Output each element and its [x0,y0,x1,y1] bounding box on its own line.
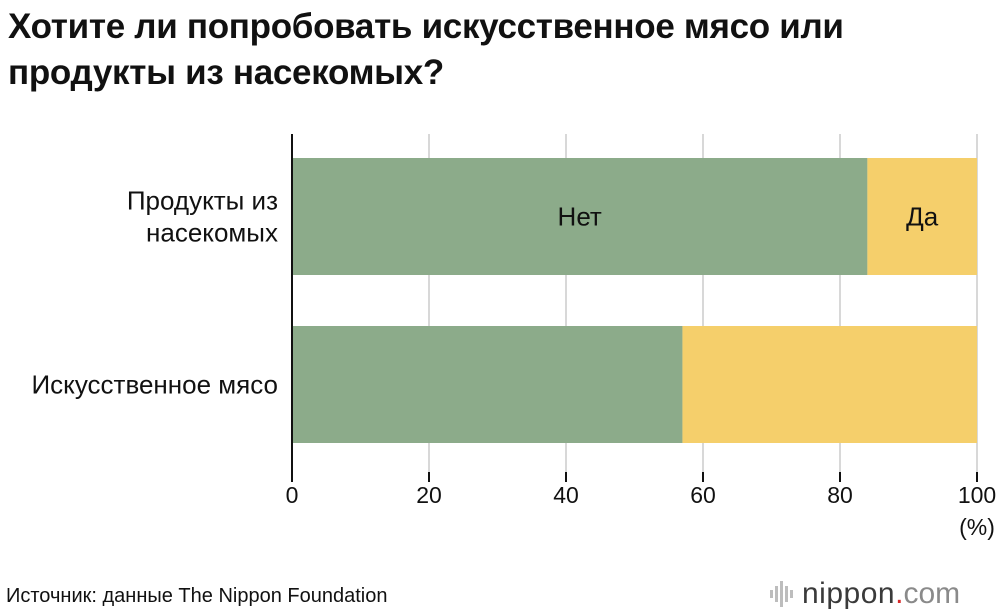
tick-label-40: 40 [553,482,579,508]
x-unit-label: (%) [959,514,995,540]
bar-2-2 [682,326,977,443]
tick-label-0: 0 [286,482,299,508]
tick-label-100: 100 [958,482,996,508]
source-note: Источник: данные The Nippon Foundation [6,585,388,607]
tick-label-60: 60 [690,482,716,508]
category-label-1-line-1: Продукты из [127,186,278,216]
waveform-icon [770,581,793,607]
bars: Нет Да [292,158,977,443]
series-label-1: Нет [558,202,602,232]
x-axis: 0 20 40 60 80 100 (%) [286,134,996,540]
tick-label-20: 20 [416,482,442,508]
category-label-2-line-1: Искусственное мясо [31,370,278,400]
nippon-logo[interactable]: nippon. com [770,577,961,610]
series-label-2: Да [906,202,939,232]
bar-1-1 [292,158,868,275]
category-label-1-line-2: насекомых [146,218,278,248]
logo-name: nippon [802,577,896,610]
chart-title: Хотите ли попробовать искусственное мясо… [8,7,844,92]
logo-tld: com [903,577,961,610]
bar-2-1 [292,326,683,443]
logo-dot: . [895,577,904,610]
tick-label-80: 80 [827,482,853,508]
bar-1-2 [867,158,977,275]
